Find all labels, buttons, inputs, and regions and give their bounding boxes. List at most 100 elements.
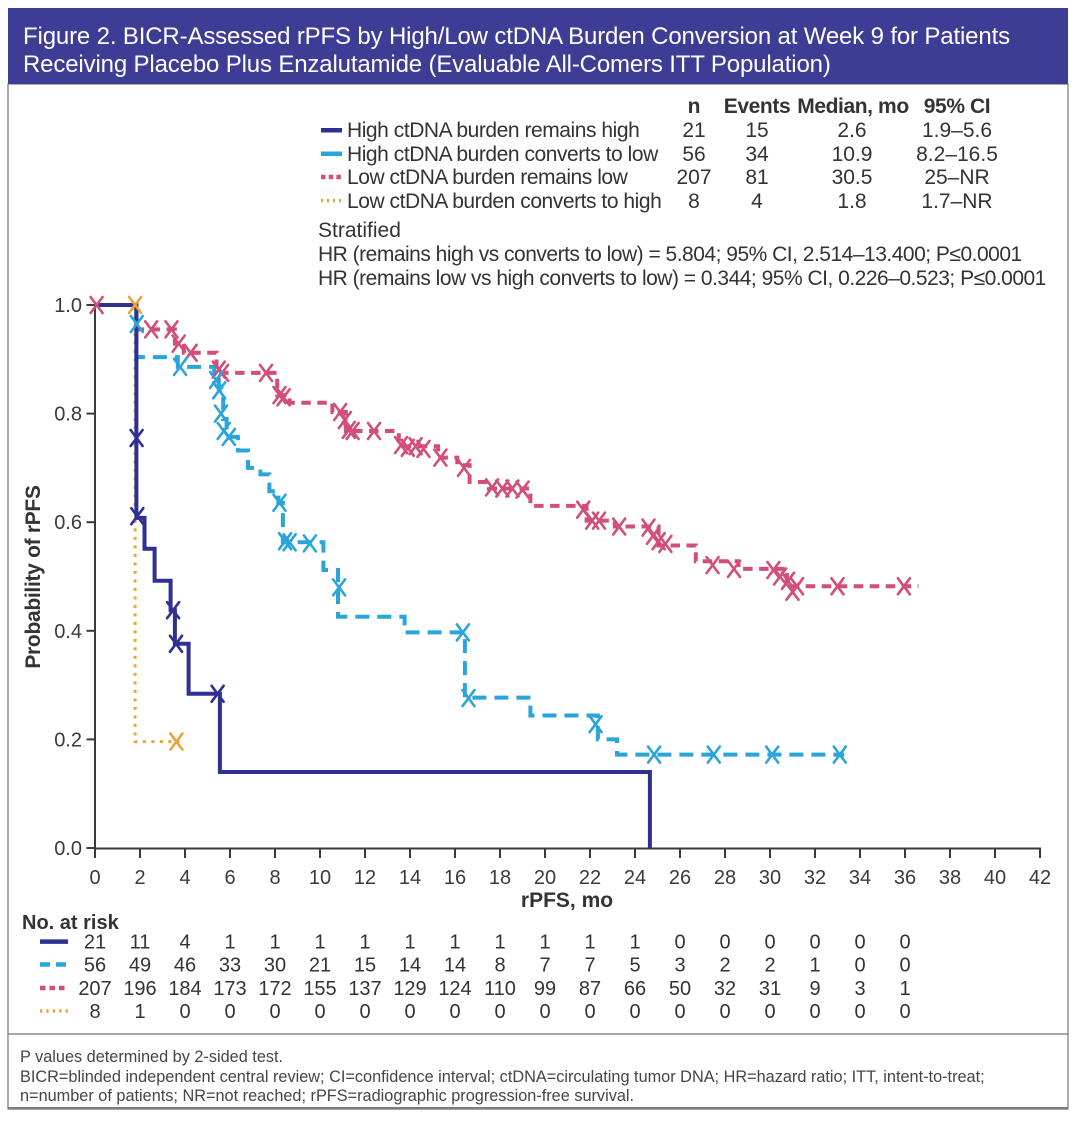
svg-text:0: 0	[899, 1001, 910, 1023]
svg-text:0.8: 0.8	[54, 404, 82, 426]
svg-text:196: 196	[123, 978, 156, 1000]
svg-text:110: 110	[484, 978, 516, 1000]
svg-text:49: 49	[129, 955, 151, 977]
svg-text:Receiving Placebo Plus Enzalut: Receiving Placebo Plus Enzalutamide (Eva…	[23, 51, 831, 78]
svg-text:30.5: 30.5	[832, 166, 873, 189]
svg-text:32: 32	[714, 978, 736, 1000]
svg-text:0.4: 0.4	[54, 621, 82, 643]
svg-text:0: 0	[674, 1001, 685, 1023]
svg-text:Events: Events	[724, 95, 790, 118]
svg-text:0: 0	[224, 1001, 235, 1023]
svg-text:21: 21	[309, 955, 331, 977]
svg-text:14: 14	[399, 867, 421, 889]
svg-text:8: 8	[89, 1001, 100, 1023]
svg-text:Low ctDNA burden converts to h: Low ctDNA burden converts to high	[347, 190, 661, 213]
svg-text:129: 129	[393, 978, 426, 1000]
svg-text:High ctDNA burden converts to: High ctDNA burden converts to low	[347, 143, 659, 166]
svg-text:BICR=blinded independent centr: BICR=blinded independent central review;…	[20, 1068, 985, 1086]
svg-text:1: 1	[629, 932, 640, 954]
svg-text:184: 184	[168, 978, 201, 1000]
svg-text:0: 0	[899, 955, 910, 977]
svg-text:0: 0	[539, 1001, 550, 1023]
svg-text:11: 11	[130, 932, 151, 954]
svg-text:0: 0	[854, 955, 865, 977]
svg-text:2.6: 2.6	[837, 119, 866, 142]
svg-text:0.0: 0.0	[54, 838, 82, 860]
svg-text:0: 0	[764, 932, 775, 954]
svg-text:56: 56	[84, 955, 106, 977]
svg-text:22: 22	[579, 867, 601, 889]
svg-text:0: 0	[854, 932, 865, 954]
svg-text:2: 2	[719, 955, 730, 977]
svg-text:0: 0	[179, 1001, 190, 1023]
svg-text:0: 0	[314, 1001, 325, 1023]
svg-text:42: 42	[1029, 867, 1051, 889]
svg-text:173: 173	[213, 978, 246, 1000]
svg-text:30: 30	[759, 867, 781, 889]
svg-text:38: 38	[939, 867, 961, 889]
svg-text:8: 8	[269, 867, 280, 889]
svg-text:99: 99	[534, 978, 556, 1000]
svg-text:2: 2	[134, 867, 145, 889]
svg-text:87: 87	[579, 978, 601, 1000]
svg-text:14: 14	[399, 955, 421, 977]
svg-text:4: 4	[751, 190, 763, 213]
svg-text:4: 4	[179, 932, 190, 954]
svg-text:7: 7	[539, 955, 550, 977]
svg-text:1.9–5.6: 1.9–5.6	[922, 119, 992, 142]
svg-text:0: 0	[404, 1001, 415, 1023]
svg-text:0: 0	[359, 1001, 370, 1023]
svg-text:7: 7	[584, 955, 595, 977]
svg-text:0: 0	[449, 1001, 460, 1023]
svg-text:32: 32	[804, 867, 826, 889]
svg-text:34: 34	[745, 143, 769, 166]
svg-text:3: 3	[674, 955, 685, 977]
svg-text:34: 34	[849, 867, 871, 889]
svg-text:0: 0	[269, 1001, 280, 1023]
svg-text:1: 1	[539, 932, 550, 954]
svg-text:1: 1	[809, 955, 820, 977]
svg-text:0: 0	[674, 932, 685, 954]
svg-text:0: 0	[494, 1001, 505, 1023]
svg-text:1: 1	[899, 978, 910, 1000]
svg-text:HR (remains low vs high conver: HR (remains low vs high converts to low)…	[318, 267, 1046, 290]
svg-text:High ctDNA burden remains high: High ctDNA burden remains high	[347, 119, 639, 142]
svg-text:40: 40	[984, 867, 1006, 889]
svg-text:Median, mo: Median, mo	[797, 95, 909, 118]
svg-text:20: 20	[534, 867, 556, 889]
svg-text:1: 1	[224, 932, 235, 954]
svg-text:10.9: 10.9	[832, 143, 873, 166]
svg-text:15: 15	[745, 119, 768, 142]
svg-text:Probability of rPFS: Probability of rPFS	[22, 485, 45, 669]
svg-text:0: 0	[629, 1001, 640, 1023]
svg-text:0: 0	[719, 932, 730, 954]
svg-text:Figure 2. BICR-Assessed rPFS b: Figure 2. BICR-Assessed rPFS by High/Low…	[23, 23, 1010, 50]
svg-text:1: 1	[449, 932, 460, 954]
svg-text:10: 10	[309, 867, 331, 889]
svg-text:1: 1	[584, 932, 595, 954]
svg-text:0: 0	[89, 867, 100, 889]
svg-text:21: 21	[682, 119, 705, 142]
svg-text:50: 50	[669, 978, 691, 1000]
svg-text:0.2: 0.2	[54, 729, 82, 751]
svg-text:137: 137	[348, 978, 381, 1000]
svg-text:0: 0	[764, 1001, 775, 1023]
svg-text:28: 28	[714, 867, 736, 889]
svg-text:21: 21	[84, 932, 106, 954]
svg-text:1: 1	[269, 932, 280, 954]
svg-text:0: 0	[719, 1001, 730, 1023]
svg-text:36: 36	[894, 867, 916, 889]
svg-text:Low ctDNA burden remains low: Low ctDNA burden remains low	[347, 166, 629, 189]
svg-text:14: 14	[444, 955, 466, 977]
svg-text:n=number of patients; NR=not r: n=number of patients; NR=not reached; rP…	[20, 1087, 634, 1105]
svg-text:P values determined by 2-sided: P values determined by 2-sided test.	[20, 1048, 283, 1066]
svg-text:95% CI: 95% CI	[924, 95, 990, 118]
svg-text:1.7–NR: 1.7–NR	[921, 190, 992, 213]
svg-text:15: 15	[354, 955, 376, 977]
svg-text:n: n	[688, 95, 701, 118]
svg-text:2: 2	[764, 955, 775, 977]
svg-text:No. at risk: No. at risk	[22, 912, 120, 934]
svg-text:1.8: 1.8	[837, 190, 866, 213]
svg-text:9: 9	[809, 978, 820, 1000]
svg-text:0.6: 0.6	[54, 512, 82, 534]
